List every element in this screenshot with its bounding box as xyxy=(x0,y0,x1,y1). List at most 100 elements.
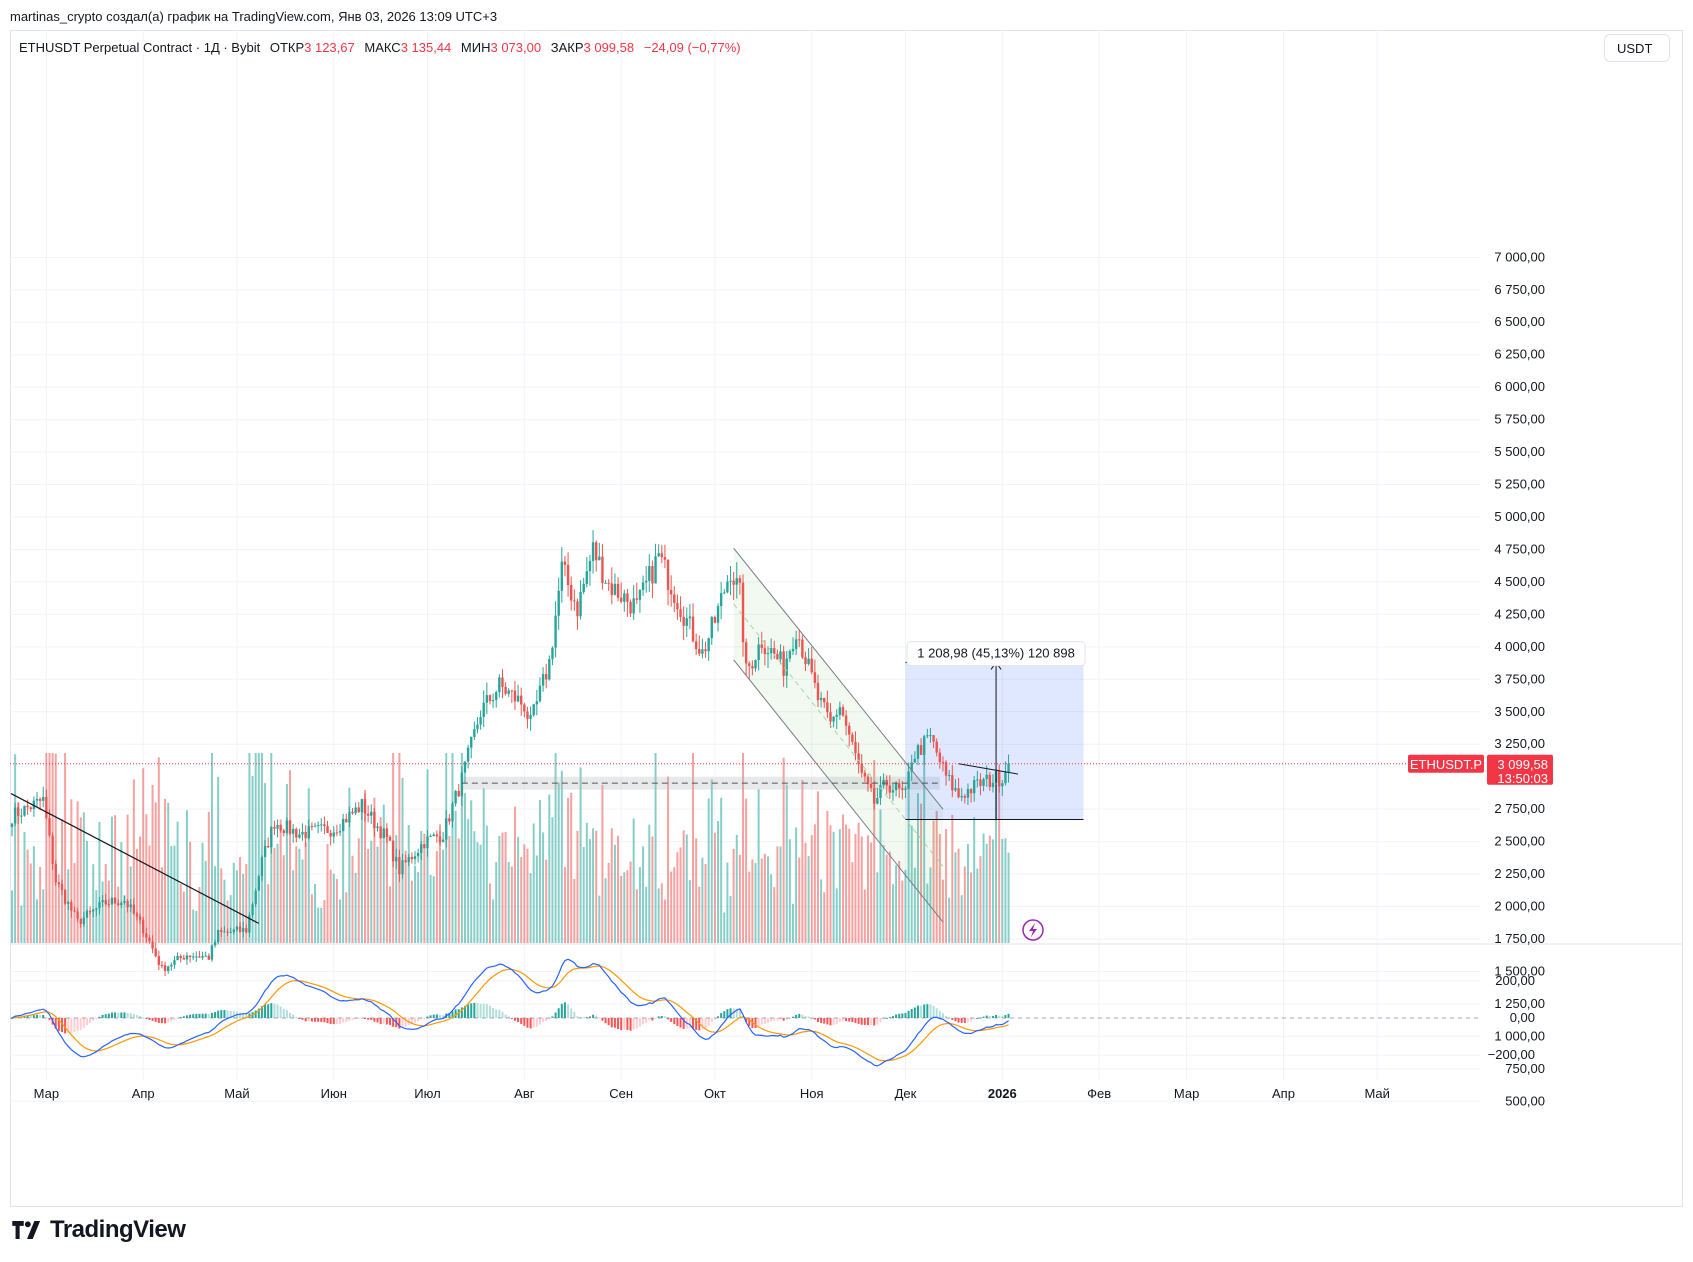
candle-body xyxy=(35,799,39,801)
candle-body xyxy=(923,736,926,755)
volume-bar xyxy=(351,855,354,943)
candle-body xyxy=(298,834,301,838)
macd-histogram-bar xyxy=(398,1018,401,1029)
candle-body xyxy=(773,648,776,654)
macd-histogram-bar xyxy=(732,1008,735,1018)
macd-histogram-bar xyxy=(48,1018,51,1021)
macd-histogram-bar xyxy=(801,1014,804,1018)
candle-body xyxy=(682,616,685,626)
candle-body xyxy=(479,716,482,725)
volume-bar xyxy=(279,819,282,943)
time-tick-label: Дек xyxy=(895,1086,917,1101)
candle-body xyxy=(763,648,767,654)
macd-histogram-bar xyxy=(348,1018,351,1021)
volume-bar xyxy=(910,825,913,943)
volume-bar xyxy=(998,772,1001,943)
macd-histogram-bar xyxy=(1001,1015,1004,1018)
macd-histogram-bar xyxy=(720,1013,723,1018)
lightning-icon[interactable] xyxy=(1022,919,1044,941)
macd-histogram-bar xyxy=(276,1004,279,1018)
volume-bar xyxy=(701,857,704,943)
macd-histogram-bar xyxy=(360,1018,363,1019)
volume-bar xyxy=(976,868,979,943)
volume-bar xyxy=(79,817,82,943)
volume-bar xyxy=(267,884,270,943)
candle-body xyxy=(295,828,298,838)
volume-bar xyxy=(310,894,313,943)
macd-histogram-bar xyxy=(117,1012,120,1018)
candle-body xyxy=(526,711,529,719)
macd-histogram-bar xyxy=(310,1018,313,1022)
legend-symbol[interactable]: ETHUSDT Perpetual Contract · 1Д · Bybit xyxy=(19,40,261,55)
candle-body xyxy=(229,932,232,934)
candle-body xyxy=(748,663,751,667)
volume-bar xyxy=(451,753,454,943)
price-tick-label: 6 000,00 xyxy=(1494,379,1545,394)
candle-body xyxy=(435,834,439,837)
volume-bar xyxy=(698,886,701,943)
volume-bar xyxy=(576,830,579,943)
measure-label-bg xyxy=(906,641,1086,667)
volume-bar xyxy=(232,862,235,943)
candle-body xyxy=(157,956,161,965)
volume-bar xyxy=(89,910,92,943)
candle-body xyxy=(73,910,76,912)
macd-histogram-bar xyxy=(57,1018,60,1031)
macd-histogram-bar xyxy=(657,1016,660,1018)
legend-high-label: МАКС xyxy=(364,40,401,55)
candle-body xyxy=(579,592,582,617)
volume-bar xyxy=(107,880,110,943)
macd-histogram-bar xyxy=(713,1018,716,1020)
candle-body xyxy=(988,774,992,788)
volume-bar xyxy=(667,776,670,943)
volume-bar xyxy=(460,753,463,943)
volume-bar xyxy=(70,799,73,943)
macd-histogram-bar xyxy=(29,1015,32,1018)
volume-bar xyxy=(204,860,207,943)
candle-body xyxy=(188,955,192,957)
volume-bar xyxy=(207,811,210,943)
macd-histogram-bar xyxy=(707,1018,710,1026)
volume-bar xyxy=(551,817,554,943)
macd-histogram-bar xyxy=(604,1018,607,1024)
candle-body xyxy=(532,704,535,716)
price-tick-label: 5 000,00 xyxy=(1494,509,1545,524)
volume-bar xyxy=(342,820,345,943)
macd-histogram-bar xyxy=(601,1018,604,1021)
volume-bar xyxy=(135,848,138,943)
currency-button[interactable]: USDT xyxy=(1604,34,1670,62)
macd-histogram-bar xyxy=(285,1010,288,1018)
candle-body xyxy=(545,674,548,680)
macd-histogram-bar xyxy=(623,1018,626,1030)
volume-bar xyxy=(760,858,763,943)
macd-histogram-bar xyxy=(816,1018,819,1022)
macd-histogram-bar xyxy=(660,1015,663,1018)
candle-body xyxy=(926,735,929,737)
candle-body xyxy=(801,639,804,658)
candle-body xyxy=(329,832,332,837)
macd-histogram-bar xyxy=(995,1014,998,1018)
macd-histogram-bar xyxy=(882,1018,885,1020)
candle-body xyxy=(170,964,173,967)
volume-bar xyxy=(39,866,42,943)
volume-bar xyxy=(329,869,332,943)
drawing-tools[interactable]: 1 208,98 (45,13%) 120 898 xyxy=(10,547,1480,924)
macd-histogram-bar xyxy=(517,1018,520,1023)
candle-body xyxy=(388,836,392,841)
candle-body xyxy=(523,704,526,712)
macd-histogram-bar xyxy=(767,1018,770,1023)
volume-bar xyxy=(863,889,866,943)
tradingview-logo[interactable]: TradingView xyxy=(12,1216,186,1244)
candle-body xyxy=(535,701,539,705)
volume-bar xyxy=(385,827,388,943)
volume-bar xyxy=(239,857,242,943)
macd-histogram-bar xyxy=(785,1018,788,1020)
macd-histogram-bar xyxy=(879,1018,882,1023)
macd-histogram-bar xyxy=(929,1004,932,1018)
volume-bar xyxy=(332,873,335,943)
candle-body xyxy=(42,797,45,801)
macd-histogram-bar xyxy=(667,1018,670,1020)
macd-histogram-bar xyxy=(632,1018,635,1030)
